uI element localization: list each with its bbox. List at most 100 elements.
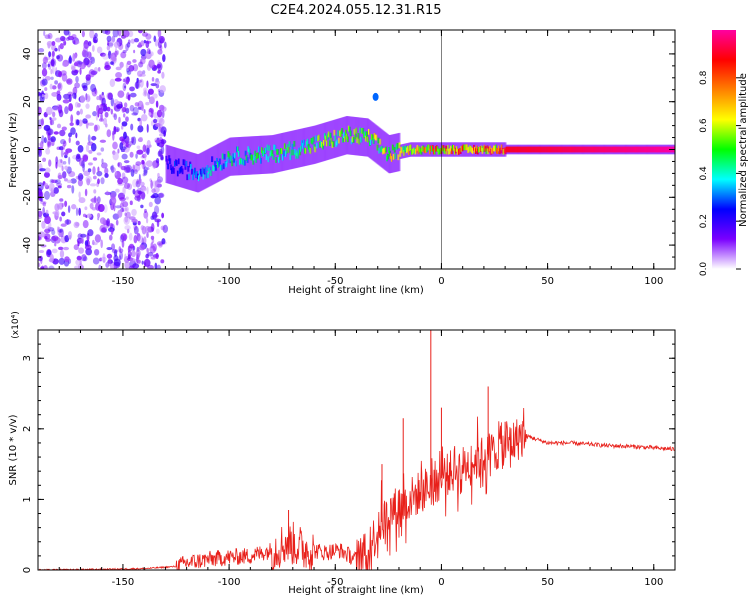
noise-blob — [146, 48, 151, 55]
noise-blob — [113, 102, 117, 111]
snr-axes: -150 -100 -50 0 50 100 0 1 2 3 — [22, 330, 676, 588]
noise-blob — [81, 49, 87, 58]
noise-blob — [127, 39, 131, 45]
noise-blob — [120, 51, 127, 59]
snr-x-tick-label: -100 — [218, 577, 241, 588]
noise-blob — [38, 142, 41, 147]
noise-blob — [68, 170, 76, 178]
spectral-spot — [372, 92, 379, 101]
noise-blob — [107, 259, 113, 264]
noise-blob — [44, 236, 48, 240]
noise-blob — [144, 152, 147, 161]
noise-blob — [161, 110, 165, 118]
noise-blob — [162, 224, 169, 233]
noise-blob — [75, 76, 79, 83]
noise-blob — [97, 67, 101, 72]
noise-blob — [48, 182, 55, 192]
noise-blob — [134, 81, 141, 90]
noise-blob — [59, 249, 65, 259]
noise-blob — [154, 180, 159, 188]
noise-blob — [64, 165, 69, 171]
snr-x-tick-label: 0 — [438, 577, 444, 588]
noise-blob — [58, 45, 61, 52]
noise-blob — [146, 147, 150, 155]
noise-blob — [46, 40, 53, 47]
noise-blob — [151, 222, 155, 232]
noise-blob — [64, 154, 68, 159]
noise-blob — [113, 125, 117, 135]
noise-blob — [115, 205, 122, 209]
noise-blob — [119, 251, 124, 260]
spectrogram-y-tick-label: -40 — [22, 237, 33, 253]
noise-blob — [136, 145, 141, 149]
noise-blob — [78, 207, 82, 216]
noise-blob — [59, 43, 64, 50]
noise-blob — [67, 231, 73, 240]
noise-blob — [123, 164, 131, 174]
noise-blob — [106, 246, 113, 251]
noise-blob — [77, 145, 84, 153]
noise-blob — [86, 51, 92, 59]
noise-blob — [107, 50, 112, 60]
noise-blob — [41, 265, 45, 269]
noise-blob — [127, 250, 132, 258]
noise-blob — [59, 216, 62, 222]
noise-blob — [63, 93, 71, 100]
noise-blob — [119, 136, 125, 142]
spectrogram-axes: -150 -100 -50 0 50 100 40 20 0 -20 -40 — [22, 29, 676, 287]
noise-blob — [57, 185, 62, 189]
noise-blob — [146, 232, 149, 238]
noise-blob — [47, 227, 55, 232]
noise-blob — [106, 253, 113, 259]
noise-blob — [75, 222, 80, 227]
noise-blob — [92, 239, 95, 246]
noise-blob — [130, 257, 136, 264]
noise-blob — [78, 119, 83, 127]
noise-blob — [59, 198, 64, 202]
noise-blob — [161, 106, 167, 112]
noise-blob — [158, 242, 163, 248]
noise-blob — [146, 167, 150, 171]
noise-blob — [156, 264, 161, 269]
noise-blob — [131, 112, 138, 116]
noise-blob — [118, 246, 122, 253]
noise-blob — [120, 233, 128, 241]
noise-blob — [102, 253, 106, 261]
noise-blob — [128, 243, 135, 249]
noise-blob — [64, 235, 70, 243]
noise-blob — [114, 171, 118, 176]
noise-blob — [146, 80, 149, 88]
noise-blob — [137, 125, 144, 133]
noise-blob — [101, 97, 106, 106]
noise-blob — [43, 265, 48, 269]
noise-blob — [85, 74, 91, 81]
noise-blob — [110, 97, 115, 107]
noise-blob — [96, 96, 100, 101]
noise-blob — [82, 44, 90, 49]
noise-blob — [48, 159, 52, 167]
noise-blob — [39, 168, 46, 172]
noise-blob — [161, 238, 166, 245]
noise-blob — [121, 172, 126, 180]
snr-series-line — [38, 407, 675, 570]
noise-blob — [86, 213, 92, 218]
noise-blob — [73, 265, 81, 269]
noise-blob — [121, 106, 125, 113]
noise-blob — [133, 235, 138, 244]
noise-blob — [160, 145, 165, 155]
noise-blob — [103, 204, 108, 213]
noise-blob — [84, 244, 92, 250]
snr-x-tick-label: -150 — [112, 577, 135, 588]
noise-blob — [78, 61, 83, 65]
snr-frame — [37, 329, 676, 571]
noise-blob — [51, 85, 57, 90]
noise-blob — [112, 113, 116, 118]
chart-title: C2E4.2024.055.12.31.R15 — [270, 3, 441, 18]
noise-blob — [152, 160, 157, 169]
noise-blob — [68, 156, 71, 165]
noise-blob — [42, 202, 46, 207]
noise-blob — [75, 132, 78, 139]
noise-blob — [123, 182, 131, 189]
noise-blob — [161, 212, 165, 219]
noise-blob — [155, 122, 161, 127]
